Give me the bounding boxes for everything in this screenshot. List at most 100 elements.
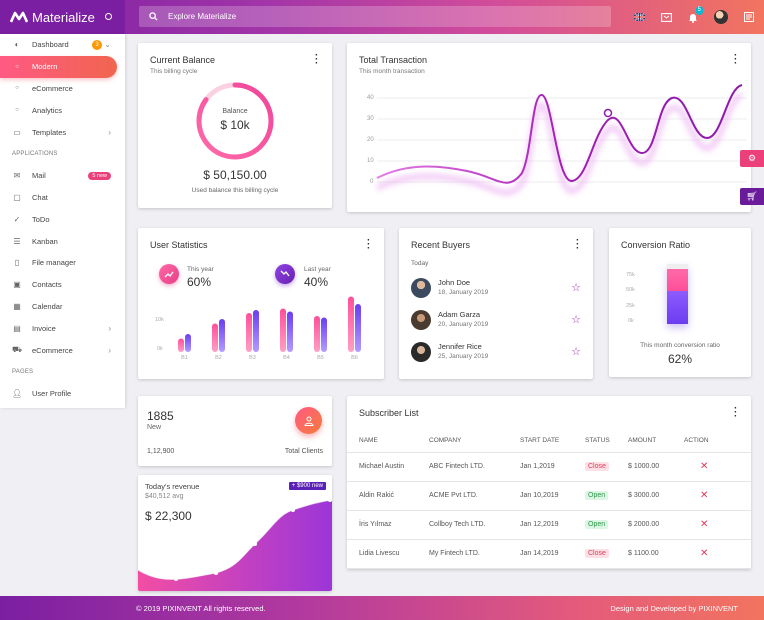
column-header[interactable]: COMPANY	[429, 430, 520, 453]
buy-now-button[interactable]: 🛒︎	[740, 188, 764, 205]
list-icon: ☰	[13, 236, 21, 246]
footer-copyright: © 2019 PIXINVENT All rights reserved.	[136, 603, 266, 613]
sidebar-item-chat[interactable]: ▢ Chat	[0, 187, 125, 209]
notification-bell-icon[interactable]: 5	[688, 5, 703, 23]
y-tick-label: 10	[367, 158, 374, 164]
mail-icon: ✉	[13, 171, 21, 181]
group-label: Today	[411, 260, 429, 267]
y-tick-label: 75k	[626, 272, 635, 278]
fullscreen-icon[interactable]	[661, 12, 672, 22]
sidebar-item-label: eCommerce	[32, 83, 73, 93]
sidebar-item-label: Mail	[32, 171, 46, 181]
sidebar-item-label: Chat	[32, 192, 48, 202]
buyer-item[interactable]: Jennifer Rice 25, January 2019 ☆	[411, 342, 581, 364]
more-options-icon[interactable]: · · ·	[576, 235, 580, 254]
subscriber-amount: $ 3000.00	[628, 481, 684, 511]
user-avatar[interactable]	[714, 10, 728, 24]
more-options-icon[interactable]: · · ·	[734, 50, 738, 69]
invoice-icon: ▤	[13, 323, 21, 333]
column-header[interactable]: START DATE	[520, 430, 585, 453]
materialize-logo-icon	[10, 11, 28, 23]
delete-icon[interactable]: ✕	[700, 490, 709, 501]
sidebar-item-label: Templates	[32, 127, 67, 137]
sidebar-item-invoice[interactable]: ▤ Invoice ›	[0, 317, 125, 339]
sidebar-item-contacts[interactable]: ▣ Contacts	[0, 274, 125, 296]
brand-name: Materialize	[32, 9, 95, 25]
star-icon[interactable]: ☆	[571, 282, 581, 294]
contacts-icon: ▣	[13, 280, 21, 290]
column-header[interactable]: AMOUNT	[628, 430, 684, 453]
conversion-bar	[667, 264, 688, 324]
delete-icon[interactable]: ✕	[700, 519, 709, 530]
sidebar-item-file-manager[interactable]: ▯ File manager	[0, 252, 125, 274]
delete-icon[interactable]: ✕	[700, 548, 709, 559]
conversion-value: 62%	[667, 352, 693, 366]
column-header[interactable]: NAME	[347, 430, 429, 453]
subscriber-start-date: Jan 1,2019	[520, 452, 585, 482]
subscriber-start-date: Jan 12,2019	[520, 510, 585, 540]
subscriber-name: Lidia Livescu	[347, 539, 429, 569]
brand-logo[interactable]: Materialize	[0, 0, 125, 34]
column-header[interactable]: STATUS	[585, 430, 628, 453]
more-options-icon[interactable]: · · ·	[367, 235, 371, 254]
x-tick-label: B6	[351, 355, 358, 361]
dashboard-icon: ◐	[14, 40, 20, 50]
card-title: Current Balance	[150, 55, 216, 65]
language-flag-icon[interactable]	[634, 13, 645, 21]
buyer-item[interactable]: Adam Garza 20, January 2019 ☆	[411, 310, 581, 332]
sidebar-item-ecommerce[interactable]: ⛟ eCommerce ›	[0, 339, 125, 361]
sidebar-item-modern[interactable]: ○ Modern	[0, 55, 117, 78]
sidebar-item-ecommerce-dashboard[interactable]: ○ eCommerce	[0, 78, 125, 100]
sidebar-item-user-profile[interactable]: 👤︎ User Profile	[0, 383, 125, 405]
sidebar-item-templates[interactable]: ▭ Templates ›	[0, 121, 125, 143]
sidebar-item-analytics[interactable]: ○ Analytics	[0, 99, 125, 121]
balance-ring	[196, 82, 274, 160]
table-row[interactable]: İris Yılmaz Collboy Tech LTD. Jan 12,201…	[347, 510, 751, 540]
delete-icon[interactable]: ✕	[700, 461, 709, 472]
buyer-name: Jennifer Rice	[438, 342, 482, 351]
table-row[interactable]: Aldin Rakić ACME Pvt LTD. Jan 10,2019 Op…	[347, 481, 751, 511]
search-input[interactable]: Explore Materialize	[139, 6, 611, 27]
star-icon[interactable]: ☆	[571, 314, 581, 326]
file-icon: ▯	[14, 258, 20, 268]
last-year-label: Last year	[304, 266, 331, 273]
revenue-avg: $40,512 avg	[145, 493, 184, 500]
sidebar-item-label: Calendar	[32, 301, 63, 311]
chevron-right-icon: ›	[108, 127, 111, 137]
sidebar-item-dashboard[interactable]: ◐ Dashboard 3 ⌄	[0, 34, 125, 56]
sidebar-item-label: File manager	[32, 258, 76, 268]
more-options-icon[interactable]: · · ·	[734, 403, 738, 422]
table-row[interactable]: Michael Austin ABC Fintech LTD. Jan 1,20…	[347, 452, 751, 482]
card-title: Recent Buyers	[411, 240, 471, 250]
sidebar-item-todo[interactable]: ✓ ToDo	[0, 208, 125, 230]
table-row[interactable]: Lidia Livescu My Fintech LTD. Jan 14,201…	[347, 539, 751, 569]
bar-B5-series-1	[314, 316, 320, 352]
y-tick-label: 0k	[157, 346, 163, 352]
more-options-icon[interactable]: · · ·	[315, 50, 319, 69]
buyer-name: Adam Garza	[438, 310, 481, 319]
sidebar-item-mail[interactable]: ✉ Mail 5 new	[0, 165, 125, 187]
clients-count-label: New	[147, 424, 162, 431]
theme-settings-button[interactable]: ⚙	[740, 150, 764, 167]
gear-icon: ⚙	[747, 153, 757, 163]
balance-caption: Used balance this billing cycle	[191, 187, 279, 194]
subscriber-name: İris Yılmaz	[347, 510, 429, 540]
subscriber-company: My Fintech LTD.	[429, 539, 520, 569]
status-badge: Open	[585, 491, 609, 500]
sidebar-item-label: Modern	[32, 62, 58, 72]
chat-icon: ▢	[13, 192, 21, 202]
star-icon[interactable]: ☆	[571, 346, 581, 358]
buyer-item[interactable]: John Doe 18, January 2019 ☆	[411, 278, 581, 300]
chevron-right-icon: ›	[108, 345, 111, 355]
chat-panel-icon[interactable]	[744, 12, 754, 22]
avatar	[411, 342, 431, 362]
subscriber-amount: $ 1000.00	[628, 452, 684, 482]
sidebar-item-calendar[interactable]: ▦ Calendar	[0, 296, 125, 318]
revenue-new-badge: + $900 new	[288, 482, 326, 490]
sidebar-toggle-icon[interactable]	[105, 13, 112, 20]
bar-B3-series-1	[246, 313, 252, 352]
buyer-date: 18, January 2019	[438, 289, 489, 296]
clients-total: 1,12,900	[147, 448, 175, 455]
sidebar-item-kanban[interactable]: ☰ Kanban	[0, 230, 125, 252]
y-tick-label: 20	[367, 137, 374, 143]
